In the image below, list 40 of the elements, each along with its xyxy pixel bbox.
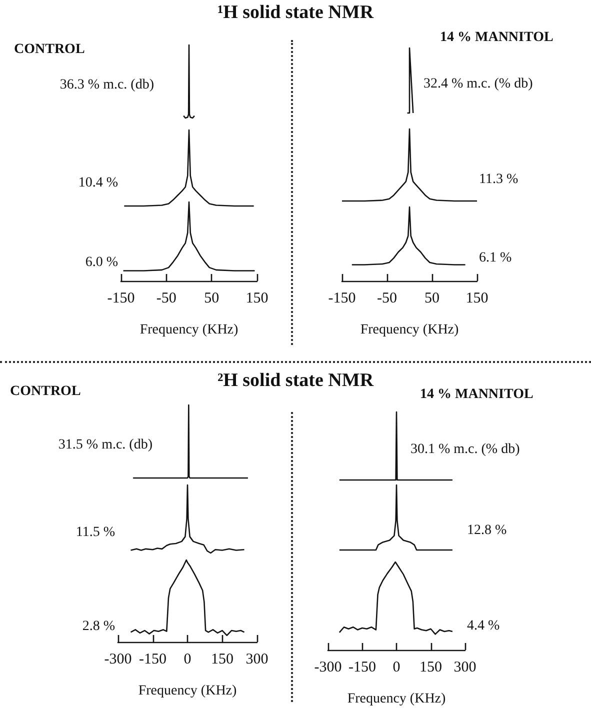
annotation: 30.1 % m.c. (% db): [410, 442, 520, 457]
text: 10.4 %: [78, 176, 118, 191]
chart-subtitle: CONTROL: [10, 384, 81, 400]
text: 2.8 %: [82, 618, 116, 634]
x-tick-label: -150: [139, 652, 166, 668]
x-tick-label: -150: [107, 290, 135, 306]
x-axis-title: Frequency (KHz): [138, 684, 238, 698]
text: 11.5 %: [76, 525, 116, 540]
annotation: 31.5 % m.c. (db): [58, 438, 153, 453]
chart-subtitle: 14 % MANNITOL: [440, 30, 554, 46]
x-tick-label: 150: [211, 652, 234, 668]
text: 6.1 %: [479, 250, 512, 266]
x-tick-label: 150: [420, 660, 442, 676]
x-tick-label: -50: [377, 290, 397, 306]
x-tick-label: 50: [424, 290, 440, 306]
text: ¹H solid state NMR: [216, 2, 375, 24]
x-tick-label: 0: [392, 660, 400, 676]
chart-subtitle: 14 % MANNITOL: [420, 387, 534, 403]
annotation: 36.3 % m.c. (db): [60, 78, 154, 93]
x-tick-label: 300: [454, 660, 476, 676]
annotation: 32.4 % m.c. (% db): [424, 76, 534, 92]
text: 4.4 %: [467, 618, 500, 634]
x-tick-label: 150: [246, 290, 268, 306]
x-tick-label: -150: [348, 660, 376, 676]
text: 11.3 %: [479, 172, 518, 187]
chart-subtitle: CONTROL: [14, 42, 85, 58]
text: 12.8 %: [467, 523, 507, 538]
x-tick-label: 150: [466, 290, 488, 306]
x-tick-label: 300: [246, 652, 268, 668]
text: ²H solid state NMR: [217, 370, 374, 391]
x-tick-label: -300: [314, 660, 342, 676]
x-tick-label: -50: [156, 290, 176, 306]
x-tick-label: -150: [328, 290, 356, 306]
x-axis-title: Frequency (KHz): [140, 322, 239, 338]
x-tick-label: 50: [204, 290, 220, 306]
x-axis-title: Frequency (KHz): [360, 322, 460, 338]
text: 6.0 %: [85, 254, 118, 270]
x-axis-title: Frequency (KHz): [347, 692, 446, 706]
x-tick-label: -300: [104, 652, 132, 668]
x-tick-label: 0: [184, 652, 192, 668]
